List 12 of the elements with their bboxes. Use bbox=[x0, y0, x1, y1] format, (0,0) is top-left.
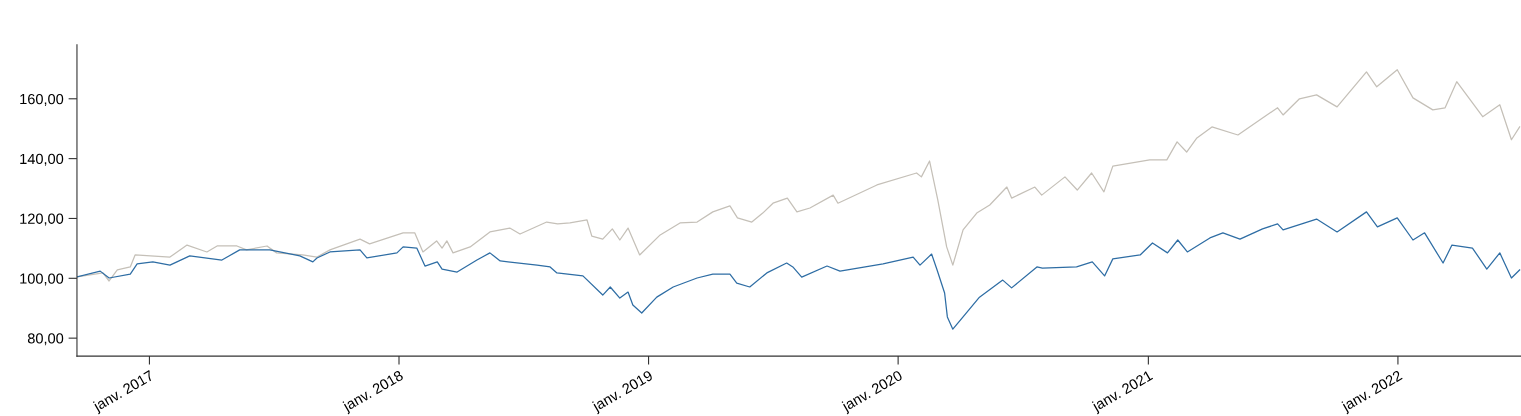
x-tick-label: janv. 2018 bbox=[341, 369, 406, 415]
y-tick-label: 80,00 bbox=[27, 333, 64, 346]
x-tick-label: janv. 2022 bbox=[1340, 369, 1405, 415]
x-tick-label: janv. 2017 bbox=[91, 369, 156, 415]
x-tick-label: janv. 2019 bbox=[590, 369, 655, 415]
y-tick-label: 120,00 bbox=[20, 213, 64, 226]
x-tick-label: janv. 2020 bbox=[840, 369, 905, 415]
y-tick-label: 140,00 bbox=[20, 153, 64, 166]
y-tick-label: 100,00 bbox=[20, 273, 64, 286]
line-series bbox=[76, 211, 1521, 330]
y-tick-label: 160,00 bbox=[20, 93, 64, 106]
x-tick-label: janv. 2021 bbox=[1090, 369, 1155, 415]
